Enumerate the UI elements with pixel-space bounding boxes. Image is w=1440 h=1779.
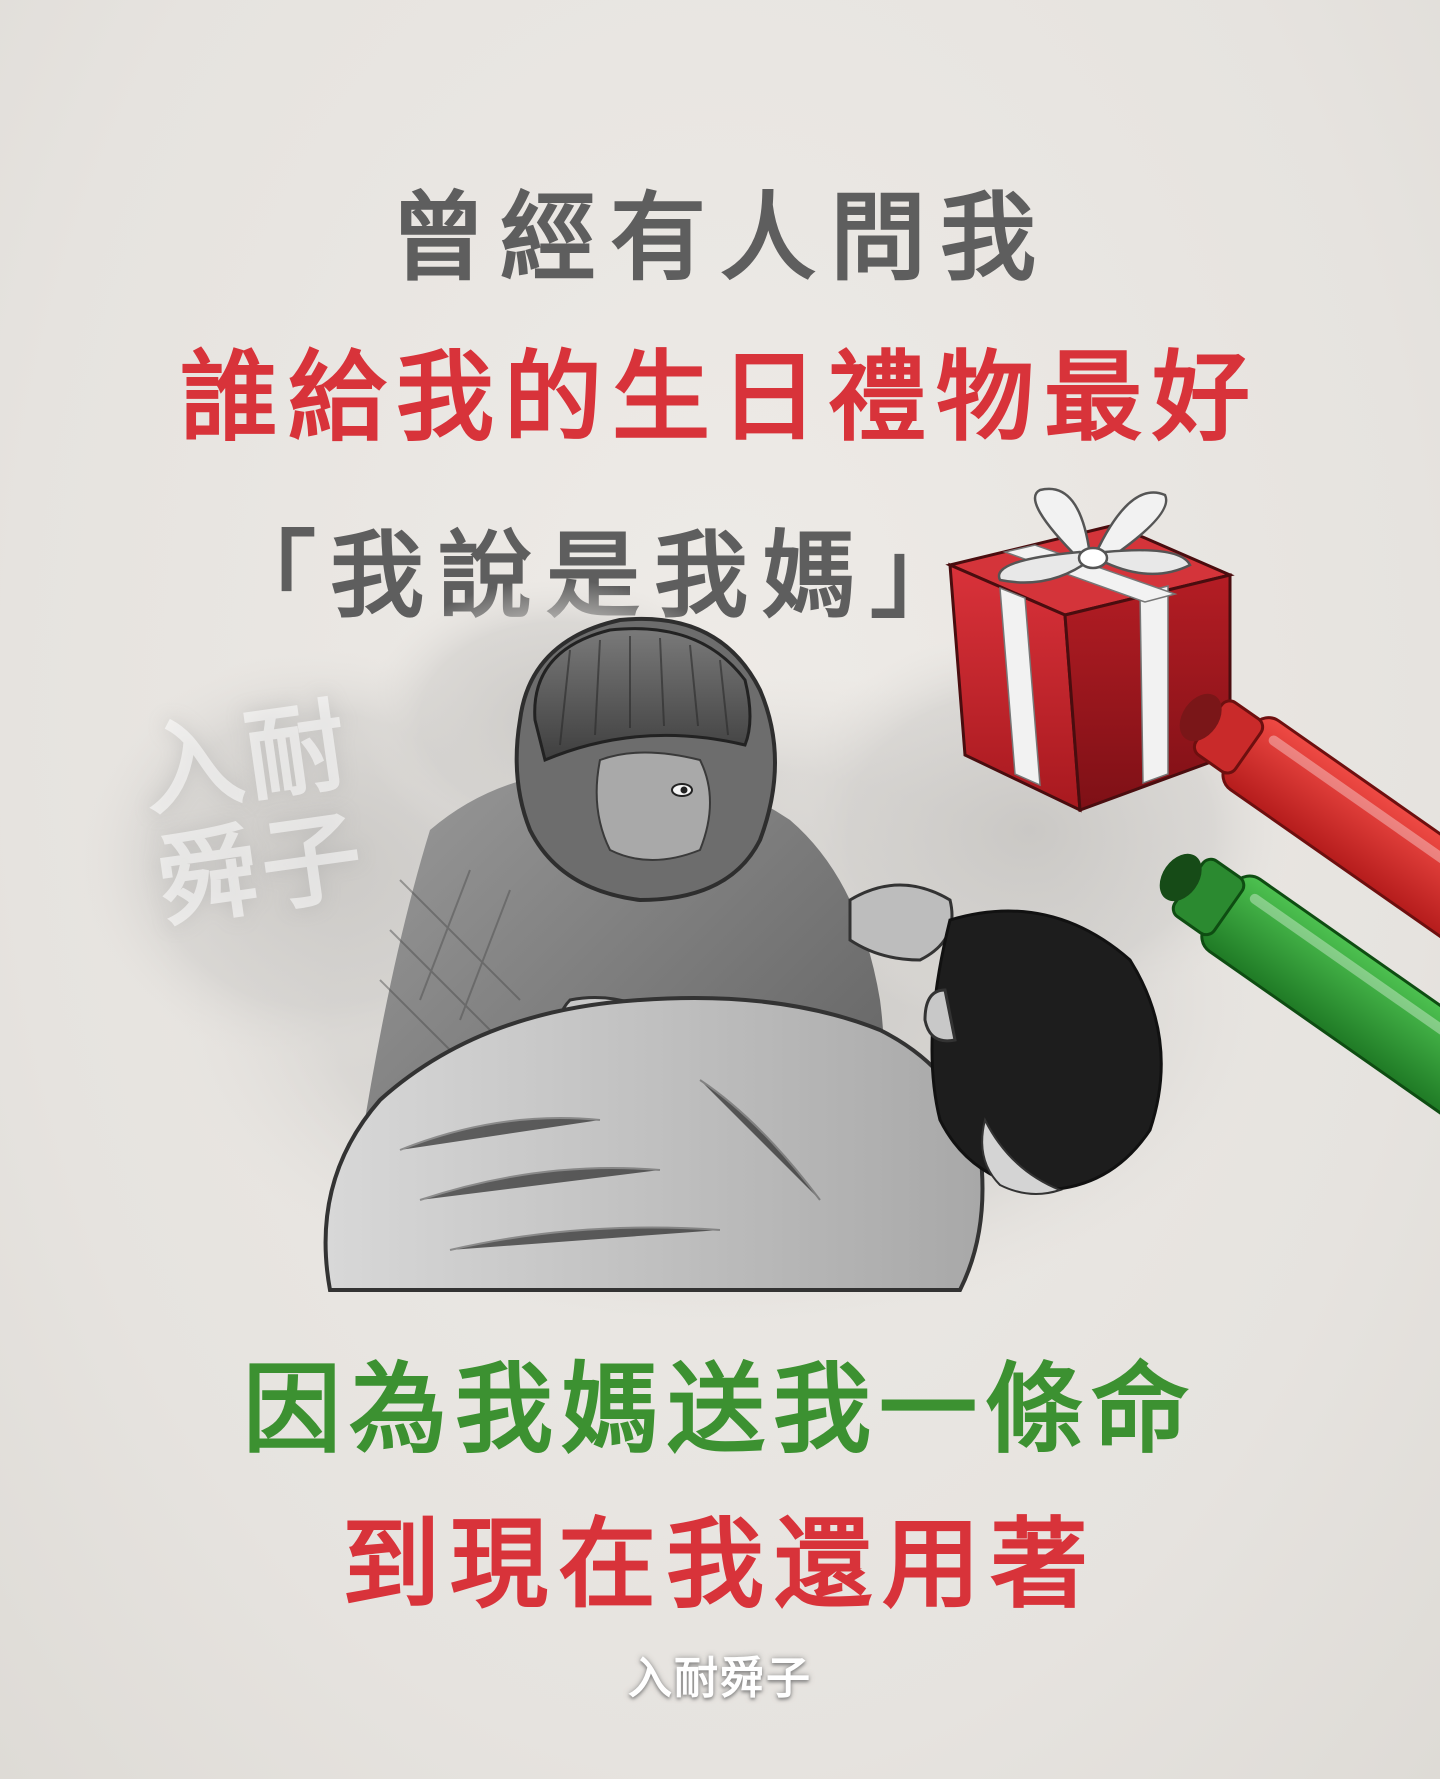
green-marker-icon bbox=[1159, 853, 1440, 1120]
headline-line-2: 誰給我的生日禮物最好 bbox=[179, 341, 1260, 455]
red-marker-icon bbox=[1179, 693, 1440, 958]
headline-line-1: 曾經有人問我 bbox=[390, 182, 1050, 294]
watermark-logo-large: 入耐舜子 bbox=[135, 685, 374, 942]
quote-close: 」 bbox=[870, 522, 979, 631]
headline-line-3: 「我說是我媽」 bbox=[0, 500, 1320, 636]
gift-box-icon bbox=[945, 487, 1235, 813]
headline-line-4: 因為我媽送我一條命 bbox=[242, 1353, 1197, 1467]
quote-open: 「 bbox=[221, 522, 330, 631]
son-figure bbox=[323, 883, 1163, 1292]
watermark-logo-small: 入耐舜子 bbox=[628, 1653, 812, 1704]
headline-line-5: 到現在我還用著 bbox=[341, 1508, 1098, 1622]
